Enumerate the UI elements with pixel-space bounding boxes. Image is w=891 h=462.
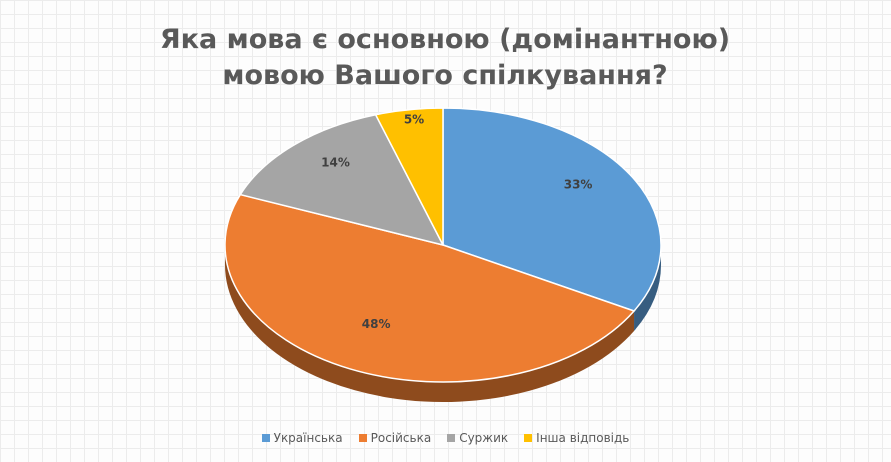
legend-label: Інша відповідь [536,431,630,445]
legend-label: Суржик [459,431,509,445]
legend-swatch [447,434,456,442]
slice-side [225,245,635,402]
legend-item: Українська [261,431,343,445]
legend-item: Суржик [447,431,508,445]
legend-label: Російська [370,431,432,445]
legend: Українська Російська Суржик Інша відповідь [0,431,891,445]
legend-item: Інша відповідь [524,431,629,445]
data-label: 48% [362,317,391,331]
data-label: 5% [404,112,424,126]
slice-side [634,245,661,332]
legend-label: Українська [273,431,343,445]
legend-swatch [524,434,533,442]
data-label: 14% [321,156,350,170]
slice [374,107,444,246]
chart-title: Яка мова є основною (домінантною) мовою … [159,24,731,91]
slice [442,107,662,312]
slice [224,193,636,383]
legend-swatch [358,434,367,442]
legend-swatch [261,434,270,442]
data-label: 33% [564,177,593,191]
legend-item: Російська [358,431,432,445]
